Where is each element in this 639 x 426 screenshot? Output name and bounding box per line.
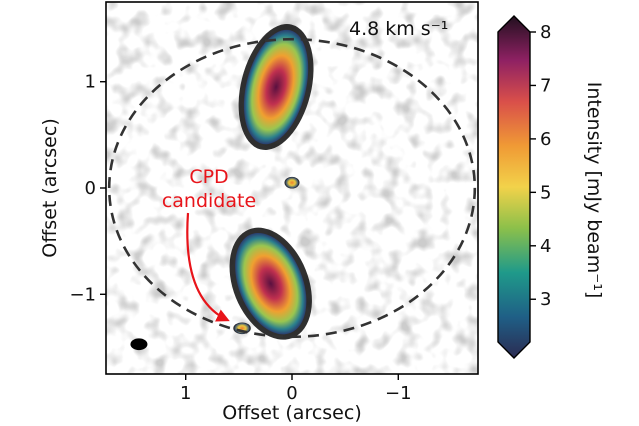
y-axis-title: Offset (arcsec) [39,118,61,257]
emission-region-center-source [284,176,300,189]
colorbar-body [497,15,531,359]
colorbar-tick-label: 4 [540,236,551,257]
y-tick-label: −1 [69,284,96,305]
emission-region-north-arc [238,24,314,150]
x-tick-label: 1 [180,383,191,404]
beam-ellipse [130,338,148,351]
y-tick-label: 1 [85,72,96,93]
axis-layer: 1 0 −1 1 0 −1 [69,72,411,404]
x-axis-title: Offset (arcsec) [222,402,361,424]
colorbar-title: Intensity [mJy beam⁻¹] [583,82,605,299]
emission-core [243,29,309,145]
colorbar-tick-label: 8 [540,22,551,43]
colorbar-tick-label: 5 [540,182,551,203]
colorbar-tick-label: 6 [540,129,551,150]
x-tick-label: −1 [385,383,412,404]
colorbar: 3 4 5 6 7 8 [497,15,551,359]
colorbar-tick-label: 7 [540,75,551,96]
colorbar-tick-label: 3 [540,289,551,310]
velocity-label: 4.8 km s⁻¹ [349,18,448,40]
y-tick-label: 0 [85,178,96,199]
emission-region-south-arc [229,227,312,340]
emission-core [235,232,307,335]
cpd-label-line-1: CPD [189,166,228,188]
cpd-arrow [186,212,230,322]
emission-layer [229,24,314,340]
cpd-label-line-2: candidate [162,190,256,212]
x-tick-label: 0 [286,383,297,404]
emission-core [285,177,299,188]
dashed-ring [107,37,477,339]
